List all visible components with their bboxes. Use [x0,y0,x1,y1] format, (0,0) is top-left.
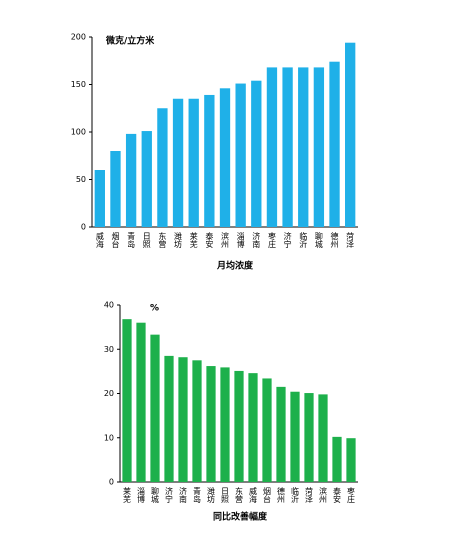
x-tick-label: 德州 [330,231,339,248]
bar [318,394,328,482]
x-tick-label: 威海 [95,231,104,249]
x-tick-label: 泰安 [205,231,214,249]
x-tick-label: 烟台 [111,232,120,249]
bar [164,355,174,482]
x-tick-label: 德州 [277,486,286,503]
bar [219,88,231,227]
y-tick-label: 200 [71,33,86,42]
x-tick-label: 聊城 [151,487,160,504]
y-tick-label: 30 [104,345,114,354]
x-tick-label: 青岛 [127,231,136,249]
y-tick-label: 0 [81,223,86,232]
y-tick-label: 0 [109,478,114,487]
bar [94,170,105,227]
x-tick-label: 日照 [221,487,230,504]
x-tick-label: 青岛 [193,486,202,504]
x-tick-label: 济南 [179,486,188,503]
bar [251,80,262,227]
x-tick-label: 东营 [235,486,244,504]
bar [266,67,278,228]
x-tick-label: 淄博 [236,231,245,249]
bar [282,67,293,228]
x-tick-label: 枣庄 [347,486,356,504]
bar [122,319,132,482]
bar [204,94,215,227]
bar [192,360,202,482]
bar [248,373,258,482]
bar [304,393,314,482]
bar [188,98,199,227]
x-tick-label: 菏泽 [305,486,314,504]
bar [298,67,309,228]
bar [329,61,340,228]
x-tick-label: 潍坊 [174,231,183,249]
x-tick-label: 莱芜 [123,486,132,504]
bar [178,357,188,482]
y-tick-label: 50 [76,175,86,184]
x-tick-label: 临沂 [291,486,300,504]
x-tick-label: 烟台 [263,487,272,504]
x-axis-title: 月均浓度 [216,260,254,272]
bar [345,42,356,228]
bar [313,67,325,228]
x-tick-label: 东营 [158,231,167,249]
bar [125,133,137,227]
bar [136,322,146,482]
y-tick-label: 150 [71,80,86,89]
x-tick-label: 济宁 [165,486,174,503]
bar [290,391,300,482]
bar [150,334,160,482]
x-tick-label: 滨州 [221,231,230,248]
bar [157,108,168,227]
x-tick-label: 威海 [249,486,258,504]
bar [276,386,286,482]
bar [262,378,272,482]
bar [206,366,216,482]
y-tick-label: 100 [71,128,86,137]
bar [234,370,244,482]
x-tick-label: 泰安 [333,486,342,504]
y-tick-label: 10 [104,433,114,442]
y-unit: % [150,304,159,314]
x-tick-label: 济南 [252,231,261,248]
bar [141,131,152,227]
x-tick-label: 潍坊 [207,486,216,504]
y-tick-label: 20 [104,389,114,398]
x-tick-label: 日照 [142,232,151,249]
bar [172,98,184,227]
x-tick-label: 枣庄 [267,231,276,249]
x-tick-label: 滨州 [319,486,328,503]
y-tick-label: 40 [104,301,114,310]
bar [332,436,342,482]
x-tick-label: 聊城 [314,232,323,249]
x-tick-label: 菏泽 [346,231,355,249]
x-tick-label: 济宁 [283,231,292,248]
bar [220,367,230,482]
bar [110,151,121,227]
x-tick-label: 临沂 [299,231,308,249]
bar [346,438,356,482]
x-axis-title: 同比改善幅度 [213,511,268,523]
x-tick-label: 莱芜 [189,231,198,249]
x-tick-label: 淄博 [137,486,146,504]
y-unit: 微克/立方米 [105,35,155,47]
bar [235,83,246,227]
